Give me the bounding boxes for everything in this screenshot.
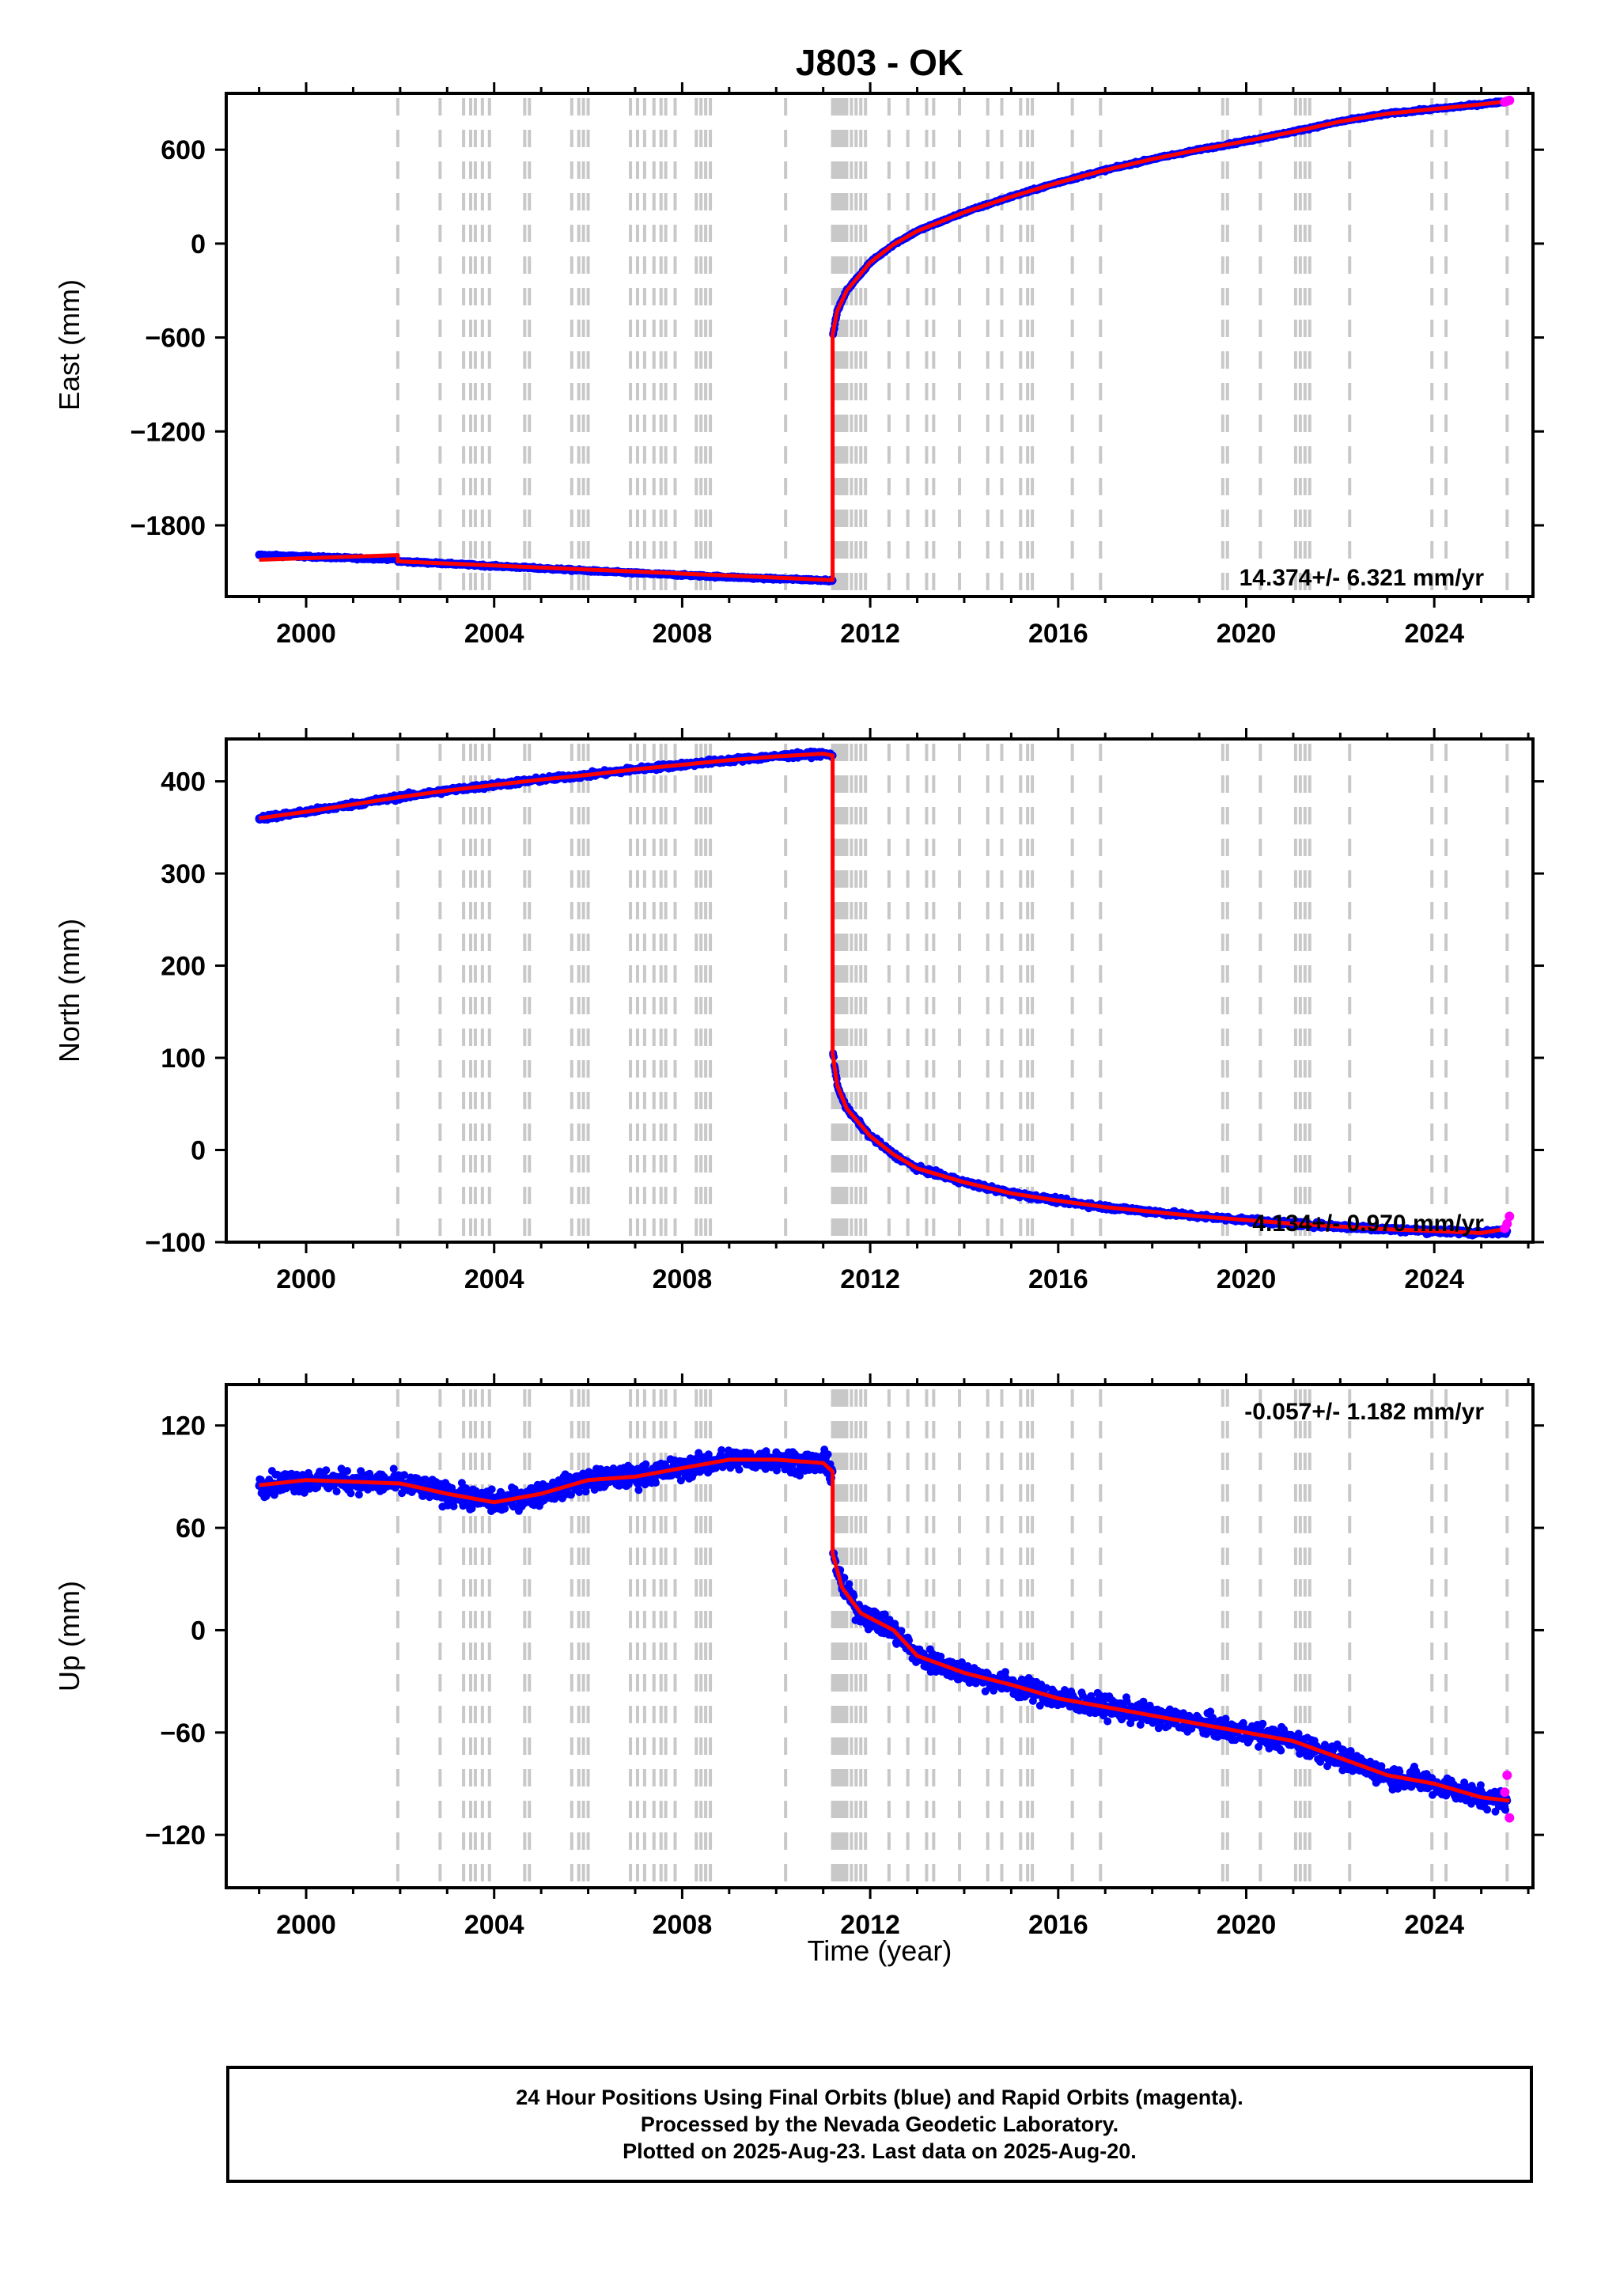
x-tick-label: 2012 bbox=[840, 619, 900, 649]
y-tick-label: −600 bbox=[145, 324, 206, 354]
up-final-orbit-points bbox=[255, 1445, 1512, 1816]
final-orbit-point bbox=[346, 1489, 355, 1498]
x-tick-label: 2016 bbox=[1028, 619, 1088, 649]
y-tick-label: 400 bbox=[161, 767, 206, 798]
y-tick-label: 0 bbox=[191, 229, 206, 260]
east-model-line bbox=[259, 99, 1510, 582]
east-y-axis-label: East (mm) bbox=[53, 279, 85, 411]
x-tick-label: 2020 bbox=[1217, 1264, 1277, 1294]
x-tick-label: 2008 bbox=[653, 1264, 713, 1294]
final-orbit-point bbox=[332, 1487, 341, 1496]
north-model-line bbox=[259, 752, 1510, 1235]
final-orbit-point bbox=[322, 1466, 331, 1475]
x-tick-label: 2000 bbox=[276, 619, 336, 649]
y-tick-label: 100 bbox=[161, 1044, 206, 1074]
north-frame bbox=[225, 737, 1535, 1244]
y-tick-label: 200 bbox=[161, 952, 206, 982]
final-orbit-point bbox=[343, 1467, 351, 1476]
final-orbit-point bbox=[389, 1464, 398, 1473]
east-final-orbit-points bbox=[255, 97, 1512, 586]
y-tick-label: −1200 bbox=[131, 417, 206, 447]
final-orbit-point bbox=[255, 551, 263, 559]
east-panel: 2000 2004 2008 2012 2016 2020 2024 600 0 −600 −120… bbox=[53, 82, 1544, 649]
x-tick-label: 2000 bbox=[276, 1264, 336, 1294]
x-tick-label: 2012 bbox=[840, 1264, 900, 1294]
north-rate-label: 4.134+/- 0.970 mm/yr bbox=[1252, 1211, 1484, 1237]
chart-title: J803 - OK bbox=[796, 42, 963, 83]
x-tick-label: 2024 bbox=[1404, 1264, 1464, 1294]
north-panel: 2000 2004 2008 2012 2016 2020 2024 400 300 200 100… bbox=[53, 728, 1544, 1294]
x-tick-label: 2024 bbox=[1404, 619, 1464, 649]
up-plot-area bbox=[255, 1389, 1515, 1883]
north-final-orbit-points bbox=[255, 747, 1512, 1240]
rapid-orbit-point bbox=[1502, 1218, 1512, 1229]
x-tick-label: 2008 bbox=[653, 619, 713, 649]
up-panel: 2000 2004 2008 2012 2016 2020 2024120600−60−12… bbox=[53, 1373, 1544, 1940]
x-tick-label: 2016 bbox=[1028, 1264, 1088, 1294]
x-tick-label: 2020 bbox=[1217, 619, 1277, 649]
y-tick-label: −1800 bbox=[131, 511, 206, 541]
x-tick-label: 2004 bbox=[464, 619, 524, 649]
final-orbit-point bbox=[400, 1471, 409, 1480]
y-tick-label: −100 bbox=[145, 1228, 206, 1258]
north-plot-area bbox=[255, 744, 1515, 1240]
final-orbit-point bbox=[354, 1491, 363, 1499]
east-rate-label: 14.374+/- 6.321 mm/yr bbox=[1240, 565, 1485, 591]
east-frame bbox=[225, 92, 1535, 598]
y-tick-label: 300 bbox=[161, 859, 206, 889]
rapid-orbit-point bbox=[1504, 95, 1515, 105]
rapid-orbit-point bbox=[1504, 1211, 1515, 1222]
north-y-axis-label: North (mm) bbox=[53, 919, 85, 1063]
east-plot-area bbox=[255, 95, 1515, 592]
y-tick-label: 0 bbox=[191, 1136, 206, 1166]
y-tick-label: 600 bbox=[161, 135, 206, 165]
x-tick-label: 2004 bbox=[464, 1264, 524, 1294]
final-orbit-point bbox=[398, 1489, 407, 1498]
